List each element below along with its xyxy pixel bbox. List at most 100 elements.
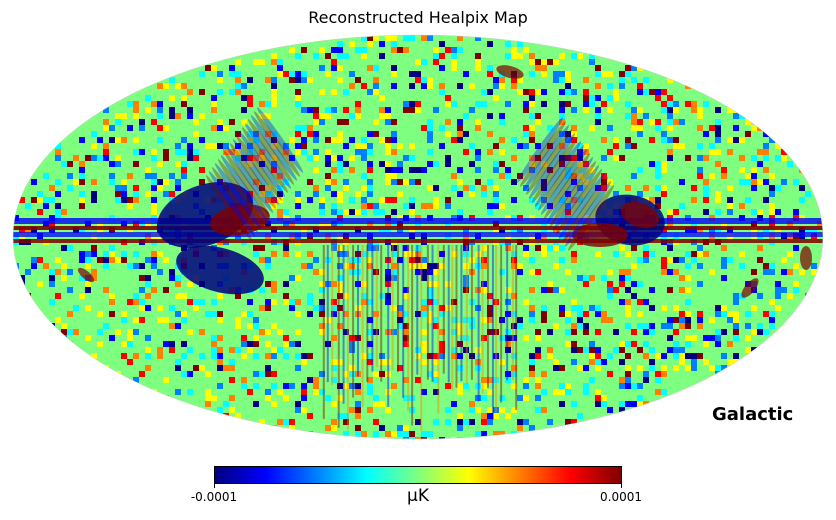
noise-pixel xyxy=(631,77,637,83)
noise-pixel xyxy=(787,251,793,257)
noise-pixel xyxy=(571,155,577,161)
noise-pixel xyxy=(301,407,307,413)
feature-blob xyxy=(253,111,301,177)
noise-pixel xyxy=(181,101,187,107)
noise-pixel xyxy=(487,311,493,317)
noise-pixel xyxy=(313,113,319,119)
noise-pixel xyxy=(529,401,535,407)
noise-pixel xyxy=(325,47,331,53)
noise-pixel xyxy=(463,281,469,287)
feature-blob xyxy=(229,143,277,209)
noise-pixel xyxy=(433,203,439,209)
noise-pixel xyxy=(61,329,67,335)
noise-pixel xyxy=(631,335,637,341)
noise-pixel xyxy=(43,263,49,269)
noise-pixel xyxy=(133,251,139,257)
noise-pixel xyxy=(199,143,205,149)
noise-pixel xyxy=(253,353,259,359)
noise-pixel xyxy=(139,371,145,377)
noise-pixel xyxy=(409,197,415,203)
noise-pixel xyxy=(457,167,463,173)
noise-pixel xyxy=(349,347,355,353)
noise-pixel xyxy=(703,179,709,185)
noise-pixel xyxy=(781,305,787,311)
noise-pixel xyxy=(541,137,547,143)
noise-pixel xyxy=(661,161,667,167)
noise-pixel xyxy=(163,155,169,161)
noise-pixel xyxy=(415,323,421,329)
noise-pixel xyxy=(265,377,271,383)
noise-pixel xyxy=(175,113,181,119)
noise-pixel xyxy=(541,245,547,251)
noise-pixel xyxy=(211,395,217,401)
noise-pixel xyxy=(547,287,553,293)
noise-pixel xyxy=(277,197,283,203)
noise-pixel xyxy=(127,197,133,203)
noise-pixel xyxy=(163,287,169,293)
noise-pixel xyxy=(271,371,277,377)
noise-pixel xyxy=(367,179,373,185)
noise-pixel xyxy=(379,401,385,407)
noise-pixel xyxy=(211,161,217,167)
noise-pixel xyxy=(187,389,193,395)
noise-pixel xyxy=(439,437,445,439)
noise-pixel xyxy=(115,329,121,335)
noise-pixel xyxy=(439,431,445,437)
noise-pixel xyxy=(655,371,661,377)
noise-pixel xyxy=(343,185,349,191)
noise-pixel xyxy=(145,371,151,377)
noise-pixel xyxy=(769,185,775,191)
noise-pixel xyxy=(337,335,343,341)
noise-pixel xyxy=(511,323,517,329)
noise-pixel xyxy=(343,383,349,389)
noise-pixel xyxy=(703,191,709,197)
noise-pixel xyxy=(31,191,37,197)
noise-pixel xyxy=(409,263,415,269)
noise-pixel xyxy=(397,59,403,65)
noise-pixel xyxy=(253,251,259,257)
noise-pixel xyxy=(643,323,649,329)
noise-pixel xyxy=(679,203,685,209)
noise-pixel xyxy=(157,137,163,143)
noise-pixel xyxy=(427,305,433,311)
noise-pixel xyxy=(403,395,409,401)
noise-pixel xyxy=(487,413,493,419)
noise-pixel xyxy=(475,179,481,185)
noise-pixel xyxy=(337,287,343,293)
noise-pixel xyxy=(643,77,649,83)
noise-pixel xyxy=(715,377,721,383)
noise-pixel xyxy=(643,299,649,305)
noise-pixel xyxy=(343,365,349,371)
noise-pixel xyxy=(61,209,67,215)
noise-pixel xyxy=(115,191,121,197)
noise-pixel xyxy=(655,203,661,209)
feature-band xyxy=(447,245,450,383)
noise-pixel xyxy=(421,401,427,407)
noise-pixel xyxy=(409,53,415,59)
noise-pixel xyxy=(559,197,565,203)
noise-pixel xyxy=(643,107,649,113)
noise-pixel xyxy=(559,101,565,107)
noise-pixel xyxy=(355,299,361,305)
noise-pixel xyxy=(433,245,439,251)
noise-pixel xyxy=(355,383,361,389)
noise-pixel xyxy=(403,287,409,293)
noise-pixel xyxy=(391,173,397,179)
noise-pixel xyxy=(325,53,331,59)
noise-pixel xyxy=(625,137,631,143)
noise-pixel xyxy=(211,113,217,119)
noise-pixel xyxy=(73,311,79,317)
noise-pixel xyxy=(217,71,223,77)
feature-blob xyxy=(531,137,579,203)
noise-pixel xyxy=(661,383,667,389)
feature-blob xyxy=(552,165,600,231)
noise-pixel xyxy=(721,365,727,371)
noise-pixel xyxy=(535,371,541,377)
noise-pixel xyxy=(589,353,595,359)
noise-pixel xyxy=(169,341,175,347)
noise-pixel xyxy=(373,203,379,209)
noise-pixel xyxy=(175,377,181,383)
noise-pixel xyxy=(205,401,211,407)
noise-pixel xyxy=(25,203,31,209)
noise-pixel xyxy=(493,401,499,407)
